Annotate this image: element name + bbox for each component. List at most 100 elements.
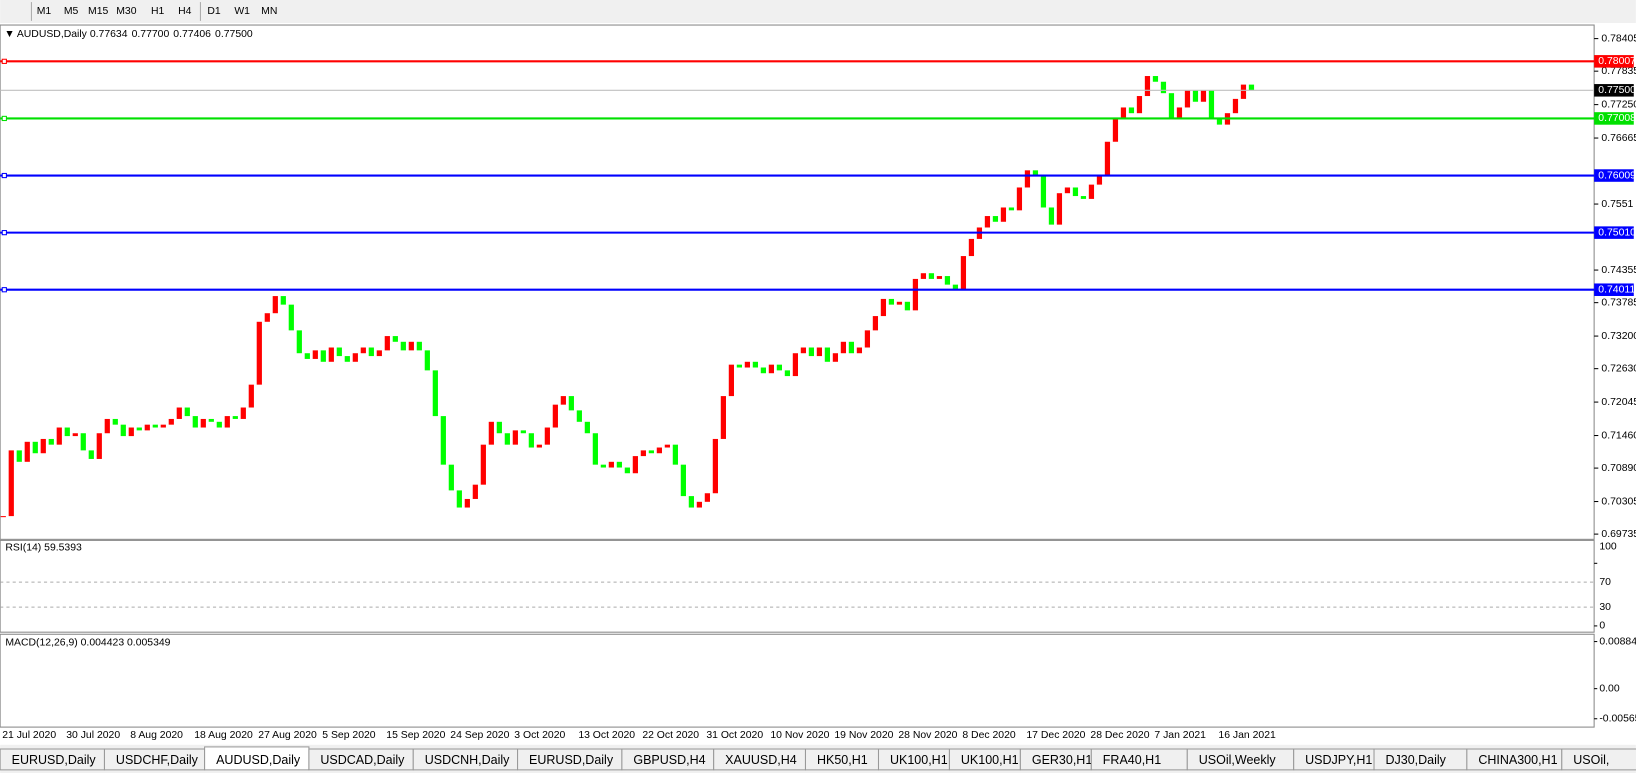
candle-body bbox=[920, 273, 927, 279]
rsi-tick-label: 100 bbox=[1599, 541, 1617, 552]
level-handle bbox=[1, 58, 7, 64]
macd-tick-label: 0.00884 bbox=[1599, 636, 1636, 647]
candle-body bbox=[616, 461, 622, 468]
tab-label[interactable]: GER30,H1 bbox=[1032, 753, 1092, 767]
x-tick-label: 8 Dec 2020 bbox=[962, 730, 1016, 741]
candle-body bbox=[464, 498, 470, 508]
macd-tick-label: 0.00 bbox=[1599, 683, 1619, 694]
timeframe-button[interactable] bbox=[113, 2, 139, 20]
candle-body bbox=[576, 410, 582, 422]
level-label: 0.74011 bbox=[1598, 284, 1635, 295]
candle-body bbox=[672, 444, 678, 465]
header-value: 0.77634 bbox=[90, 29, 128, 40]
candle-body bbox=[352, 353, 358, 362]
candle-body bbox=[1208, 90, 1215, 119]
candle-body bbox=[656, 447, 662, 454]
candle-body bbox=[896, 301, 903, 305]
candle-body bbox=[600, 464, 606, 468]
candle-body bbox=[1024, 170, 1031, 188]
candle-body bbox=[1176, 107, 1183, 119]
candle-body bbox=[688, 496, 694, 508]
tab-label[interactable]: USOil,Weekly bbox=[1199, 753, 1277, 767]
candle-body bbox=[80, 433, 86, 451]
candle-body bbox=[1200, 90, 1207, 102]
candle-body bbox=[824, 347, 831, 362]
tab-label[interactable]: USOil, bbox=[1573, 753, 1609, 767]
timeframe-button[interactable] bbox=[85, 2, 111, 20]
level-label: 0.76009 bbox=[1598, 170, 1636, 181]
tab-label[interactable]: UK100,H1 bbox=[961, 753, 1019, 767]
candle-body bbox=[376, 350, 382, 357]
candle-body bbox=[648, 450, 654, 454]
timeframe-button[interactable] bbox=[58, 2, 84, 20]
timeframe-label[interactable]: MN bbox=[261, 6, 277, 17]
x-tick-label: 3 Oct 2020 bbox=[514, 730, 565, 741]
x-tick-label: 22 Oct 2020 bbox=[642, 730, 699, 741]
tab-label[interactable]: USDCNH,Daily bbox=[425, 753, 510, 767]
candle-body bbox=[336, 347, 342, 357]
candle-body bbox=[968, 238, 975, 257]
candle-body bbox=[624, 467, 630, 474]
candle-body bbox=[840, 341, 847, 354]
candle-body bbox=[608, 461, 614, 468]
candle-body bbox=[664, 444, 670, 448]
candle-body bbox=[640, 450, 646, 457]
candle-body bbox=[40, 438, 46, 454]
level-label-bg bbox=[1594, 55, 1634, 68]
tab-label[interactable]: EURUSD,Daily bbox=[12, 753, 97, 767]
timeframe-button[interactable] bbox=[229, 2, 255, 20]
candle-body bbox=[712, 438, 718, 494]
timeframe-button[interactable] bbox=[201, 2, 227, 20]
candle-body bbox=[728, 364, 734, 397]
candle-body bbox=[1248, 84, 1255, 91]
candle-body bbox=[1040, 176, 1047, 208]
tab-label[interactable]: USDCAD,Daily bbox=[320, 753, 405, 767]
candle-body bbox=[888, 298, 895, 305]
timeframe-button[interactable] bbox=[31, 2, 57, 20]
tab-label[interactable]: EURUSD,Daily bbox=[529, 753, 614, 767]
level-handle bbox=[1, 172, 7, 179]
candle-body bbox=[184, 407, 190, 417]
tab-label[interactable]: GBPUSD,H4 bbox=[633, 753, 705, 767]
candle-body bbox=[280, 296, 286, 305]
candle-body bbox=[160, 424, 166, 428]
timeframe-button[interactable] bbox=[172, 2, 198, 20]
timeframe-label[interactable]: M15 bbox=[88, 6, 108, 17]
y-tick-label: 0.7551 bbox=[1601, 199, 1633, 210]
candle-body bbox=[928, 273, 935, 279]
timeframe-label[interactable]: M5 bbox=[64, 6, 79, 17]
timeframe-label[interactable]: W1 bbox=[234, 6, 250, 17]
tab-label[interactable]: FRA40,H1 bbox=[1103, 753, 1161, 767]
timeframe-label[interactable]: M30 bbox=[116, 6, 136, 17]
timeframe-button[interactable] bbox=[256, 2, 282, 20]
x-tick-label: 10 Nov 2020 bbox=[770, 730, 829, 741]
tab-label[interactable]: AUDUSD,Daily bbox=[216, 753, 301, 767]
tab-label[interactable]: XAUUSD,H4 bbox=[725, 753, 797, 767]
candle-body bbox=[904, 301, 911, 311]
tab-label[interactable]: CHINA300,H1 bbox=[1478, 753, 1557, 767]
candle-body bbox=[216, 421, 222, 428]
timeframe-label[interactable]: H4 bbox=[178, 6, 192, 17]
timeframe-label[interactable]: D1 bbox=[207, 6, 221, 17]
candle-body bbox=[288, 304, 294, 331]
candle-body bbox=[360, 347, 366, 354]
candle-body bbox=[952, 284, 959, 291]
tab[interactable] bbox=[1561, 748, 1636, 771]
tab-label[interactable]: DJ30,Daily bbox=[1385, 753, 1446, 767]
candle-body bbox=[408, 341, 414, 351]
candle-body bbox=[72, 433, 78, 437]
candle-body bbox=[56, 427, 62, 445]
x-tick-label: 17 Dec 2020 bbox=[1026, 730, 1085, 741]
candle-body bbox=[128, 427, 134, 437]
tab-label[interactable]: USDJPY,H1 bbox=[1305, 753, 1372, 767]
tab-label[interactable]: USDCHF,Daily bbox=[116, 753, 199, 767]
timeframe-label[interactable]: M1 bbox=[37, 6, 52, 17]
timeframe-label[interactable]: H1 bbox=[151, 6, 165, 17]
tab-label[interactable]: UK100,H1 bbox=[890, 753, 948, 767]
candle-body bbox=[432, 370, 438, 417]
tab-label[interactable]: HK50,H1 bbox=[817, 753, 868, 767]
timeframe-button[interactable] bbox=[145, 2, 171, 20]
level-handle bbox=[1, 230, 7, 236]
y-tick-label: 0.70890 bbox=[1601, 463, 1636, 474]
candle-body bbox=[768, 364, 774, 374]
